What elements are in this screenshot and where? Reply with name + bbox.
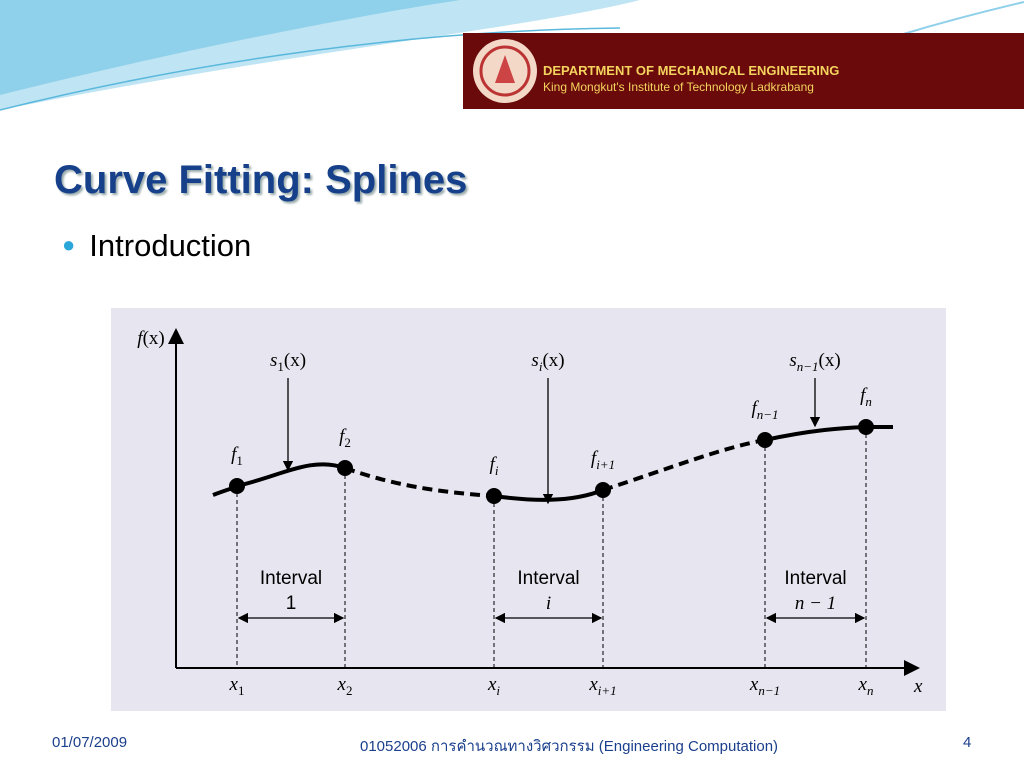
interval-word: Interval xyxy=(517,568,579,589)
knot xyxy=(595,482,611,498)
spline-label-base: s xyxy=(531,350,538,371)
x-label-sub: i xyxy=(496,683,500,698)
logo-emblem xyxy=(473,39,537,103)
spline-label: s1(x) xyxy=(270,350,306,374)
f-label-base: f xyxy=(751,398,759,419)
x-label: xn xyxy=(858,674,874,698)
bullet: ● Introduction xyxy=(62,228,252,263)
x-axis-label: x xyxy=(913,676,923,697)
f-label: fn xyxy=(860,385,872,409)
f-label-base: f xyxy=(231,444,239,465)
logo-banner: DEPARTMENT OF MECHANICAL ENGINEERING Kin… xyxy=(463,33,1024,109)
x-label-sub: 2 xyxy=(346,683,353,698)
slide-title: Curve Fitting: Splines xyxy=(54,158,468,202)
bullet-text: Introduction xyxy=(89,228,252,263)
f-label-sub: n−1 xyxy=(757,407,779,422)
spline-label-arg: (x) xyxy=(542,350,564,371)
x-label-sub: n xyxy=(867,683,874,698)
spline-label-arg: (x) xyxy=(819,350,841,371)
spline-diagram: f(x)xf1x1f2x2fixifi+1xi+1fn−1xn−1fnxns1(… xyxy=(111,308,946,711)
knot xyxy=(757,432,773,448)
knot xyxy=(486,488,502,504)
interval-index: 1 xyxy=(286,593,297,614)
knot xyxy=(858,419,874,435)
f-label-sub: i+1 xyxy=(596,457,615,472)
footer-course: 01052006 การคำนวณทางวิศวกรรม (Engineerin… xyxy=(360,738,779,755)
spline-label-base: s xyxy=(789,350,796,371)
y-axis-label-arg: (x) xyxy=(143,328,165,349)
f-label-base: f xyxy=(860,385,868,406)
x-label-base: x xyxy=(487,674,497,695)
x-label-base: x xyxy=(337,674,347,695)
interval-index: n − 1 xyxy=(795,593,836,614)
f-label: f1 xyxy=(231,444,243,468)
x-label-base: x xyxy=(858,674,868,695)
x-label-sub: i+1 xyxy=(598,683,617,698)
spline-label-sub: 1 xyxy=(277,359,284,374)
knot xyxy=(229,478,245,494)
f-label: fn−1 xyxy=(751,398,778,422)
knot xyxy=(337,460,353,476)
f-label-sub: i xyxy=(495,463,499,478)
spline-label: sn−1(x) xyxy=(789,350,840,374)
spline-label-sub: i xyxy=(539,359,543,374)
logo-line1: DEPARTMENT OF MECHANICAL ENGINEERING xyxy=(543,63,840,78)
f-label-sub: 2 xyxy=(344,435,351,450)
x-label: x1 xyxy=(229,674,245,698)
f-label-base: f xyxy=(490,454,498,475)
f-label-sub: 1 xyxy=(236,453,243,468)
f-label-base: f xyxy=(591,448,599,469)
x-label: x2 xyxy=(337,674,353,698)
f-label-sub: n xyxy=(865,394,872,409)
x-label-base: x xyxy=(229,674,239,695)
x-label-base: x xyxy=(749,674,759,695)
decoration xyxy=(0,0,1024,111)
spline-label: si(x) xyxy=(531,350,564,374)
footer-date: 01/07/2009 xyxy=(52,734,128,751)
spline-label-arg: (x) xyxy=(284,350,306,371)
logo-line2: King Mongkut's Institute of Technology L… xyxy=(543,80,814,94)
x-label: xn−1 xyxy=(749,674,780,698)
footer-page: 4 xyxy=(963,734,972,751)
f-label-base: f xyxy=(339,426,347,447)
f-label: fi+1 xyxy=(591,448,615,472)
x-label-sub: 1 xyxy=(238,683,245,698)
spline-label-sub: n−1 xyxy=(797,359,819,374)
interval-word: Interval xyxy=(260,568,322,589)
y-axis-label-base: f xyxy=(137,328,145,349)
x-label-base: x xyxy=(588,674,598,695)
x-label-sub: n−1 xyxy=(758,683,780,698)
x-label: xi+1 xyxy=(588,674,616,698)
interval-index: i xyxy=(546,593,551,614)
interval-word: Interval xyxy=(784,568,846,589)
f-label: f2 xyxy=(339,426,351,450)
spline-label-base: s xyxy=(270,350,277,371)
y-axis-label: f(x) xyxy=(137,328,164,349)
f-label: fi xyxy=(490,454,499,478)
x-label: xi xyxy=(487,674,500,698)
